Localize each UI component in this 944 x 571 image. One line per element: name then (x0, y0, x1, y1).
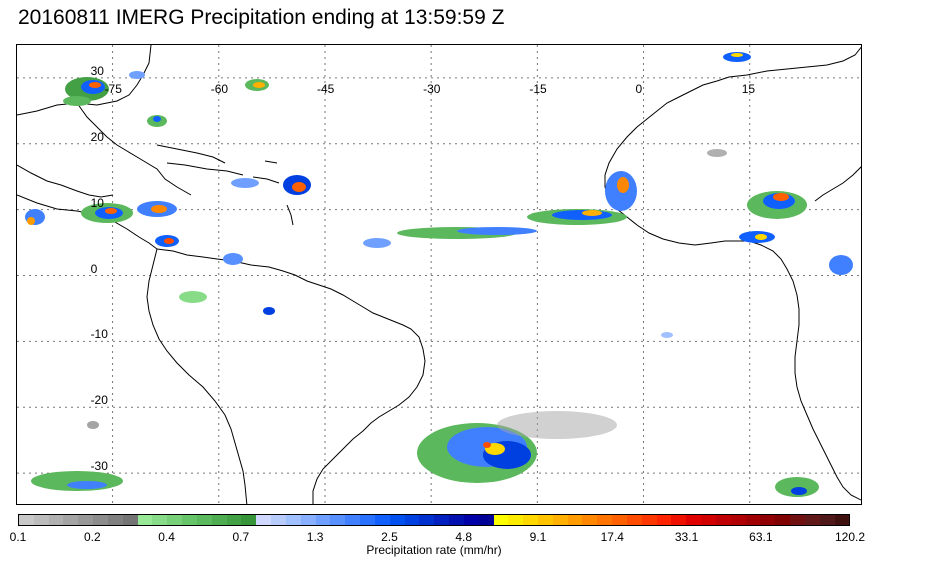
colorbar-segment (508, 515, 524, 525)
colorbar-tick-label: 0.4 (158, 530, 175, 544)
precipitation-cells (25, 52, 853, 497)
colorbar-segment (523, 515, 538, 525)
colorbar-segment (730, 515, 746, 525)
colorbar-segment (389, 515, 405, 525)
colorbar-segment (656, 515, 672, 525)
colorbar-segment (360, 515, 375, 525)
colorbar-segment (374, 515, 390, 525)
latitude-label: 30 (90, 63, 104, 78)
map-canvas (17, 45, 861, 504)
longitude-label: 0 (635, 81, 643, 96)
colorbar (18, 514, 850, 526)
colorbar-segment (19, 515, 34, 525)
colorbar-segment (612, 515, 627, 525)
coastlines (17, 45, 861, 504)
colorbar-tick-label: 0.7 (232, 530, 250, 544)
colorbar-segment (745, 515, 761, 525)
colorbar-tick-label: 0.1 (9, 530, 27, 544)
colorbar-segment (345, 515, 361, 525)
colorbar-segment (686, 515, 702, 525)
colorbar-segment (804, 515, 820, 525)
colorbar-segment (226, 515, 242, 525)
latitude-label: -20 (90, 393, 108, 408)
colorbar-segment (256, 515, 272, 525)
latitude-label: 0 (90, 261, 98, 276)
colorbar-segment (493, 515, 509, 525)
colorbar-tick-label: 4.8 (455, 530, 473, 544)
colorbar-segment (152, 515, 168, 525)
colorbar-tick-label: 120.2 (834, 530, 866, 544)
colorbar-tick-label: 33.1 (674, 530, 699, 544)
colorbar-segment (567, 515, 583, 525)
colorbar-segment (552, 515, 568, 525)
longitude-label: -30 (423, 81, 441, 96)
colorbar-segment (701, 515, 716, 525)
colorbar-segment (819, 515, 835, 525)
latitude-label: -30 (90, 459, 108, 474)
colorbar-segment (671, 515, 687, 525)
colorbar-segment (419, 515, 435, 525)
colorbar-segment (597, 515, 613, 525)
colorbar-segment (182, 515, 197, 525)
colorbar-segment (211, 515, 227, 525)
colorbar-segment (300, 515, 316, 525)
colorbar-tick-label: 2.5 (381, 530, 398, 544)
colorbar-segment (434, 515, 450, 525)
colorbar-segment (478, 515, 494, 525)
colorbar-segment (760, 515, 776, 525)
colorbar-segment (834, 515, 850, 525)
longitude-label: -60 (210, 81, 229, 96)
colorbar-segment (241, 515, 257, 525)
precipitation-map: -75 -60 -45 -30 -15 0 15 30 20 10 0 -10 -20 -30 (16, 44, 862, 505)
colorbar-segment (463, 515, 479, 525)
colorbar-segment (122, 515, 138, 525)
colorbar-segment (330, 515, 346, 525)
colorbar-segment (641, 515, 657, 525)
colorbar-segment (196, 515, 212, 525)
longitude-label: -15 (529, 81, 547, 96)
colorbar-segment (33, 515, 49, 525)
latitude-label: -10 (90, 327, 108, 342)
map-title: 20160811 IMERG Precipitation ending at 1… (18, 6, 505, 29)
colorbar-segment (137, 515, 153, 525)
colorbar-tick-label: 63.1 (749, 530, 773, 544)
colorbar-segment (404, 515, 420, 525)
colorbar-segment (449, 515, 464, 525)
colorbar-tick-label: 1.3 (306, 530, 324, 544)
colorbar-segment (107, 515, 123, 525)
colorbar-tick-label: 17.4 (600, 530, 624, 544)
colorbar-segment (93, 515, 108, 525)
colorbar-tick-label: 0.2 (83, 530, 101, 544)
colorbar-segment (63, 515, 79, 525)
longitude-label: 15 (741, 81, 756, 96)
colorbar-segment (582, 515, 598, 525)
latitude-label: 20 (90, 129, 104, 144)
colorbar-segment (537, 515, 553, 525)
longitude-label: -75 (104, 81, 122, 96)
colorbar-segment (715, 515, 731, 525)
colorbar-segment (626, 515, 642, 525)
colorbar-tick-label: 9.1 (529, 530, 547, 544)
colorbar-segment (775, 515, 791, 525)
colorbar-segment (315, 515, 331, 525)
colorbar-segment (285, 515, 301, 525)
colorbar-segment (48, 515, 64, 525)
colorbar-segment (271, 515, 286, 525)
colorbar-segment (78, 515, 94, 525)
colorbar-segment (790, 515, 805, 525)
longitude-label: -45 (316, 81, 335, 96)
colorbar-segment (167, 515, 183, 525)
colorbar-title: Precipitation rate (mm/hr) (366, 543, 502, 557)
latitude-label: 10 (90, 195, 104, 210)
